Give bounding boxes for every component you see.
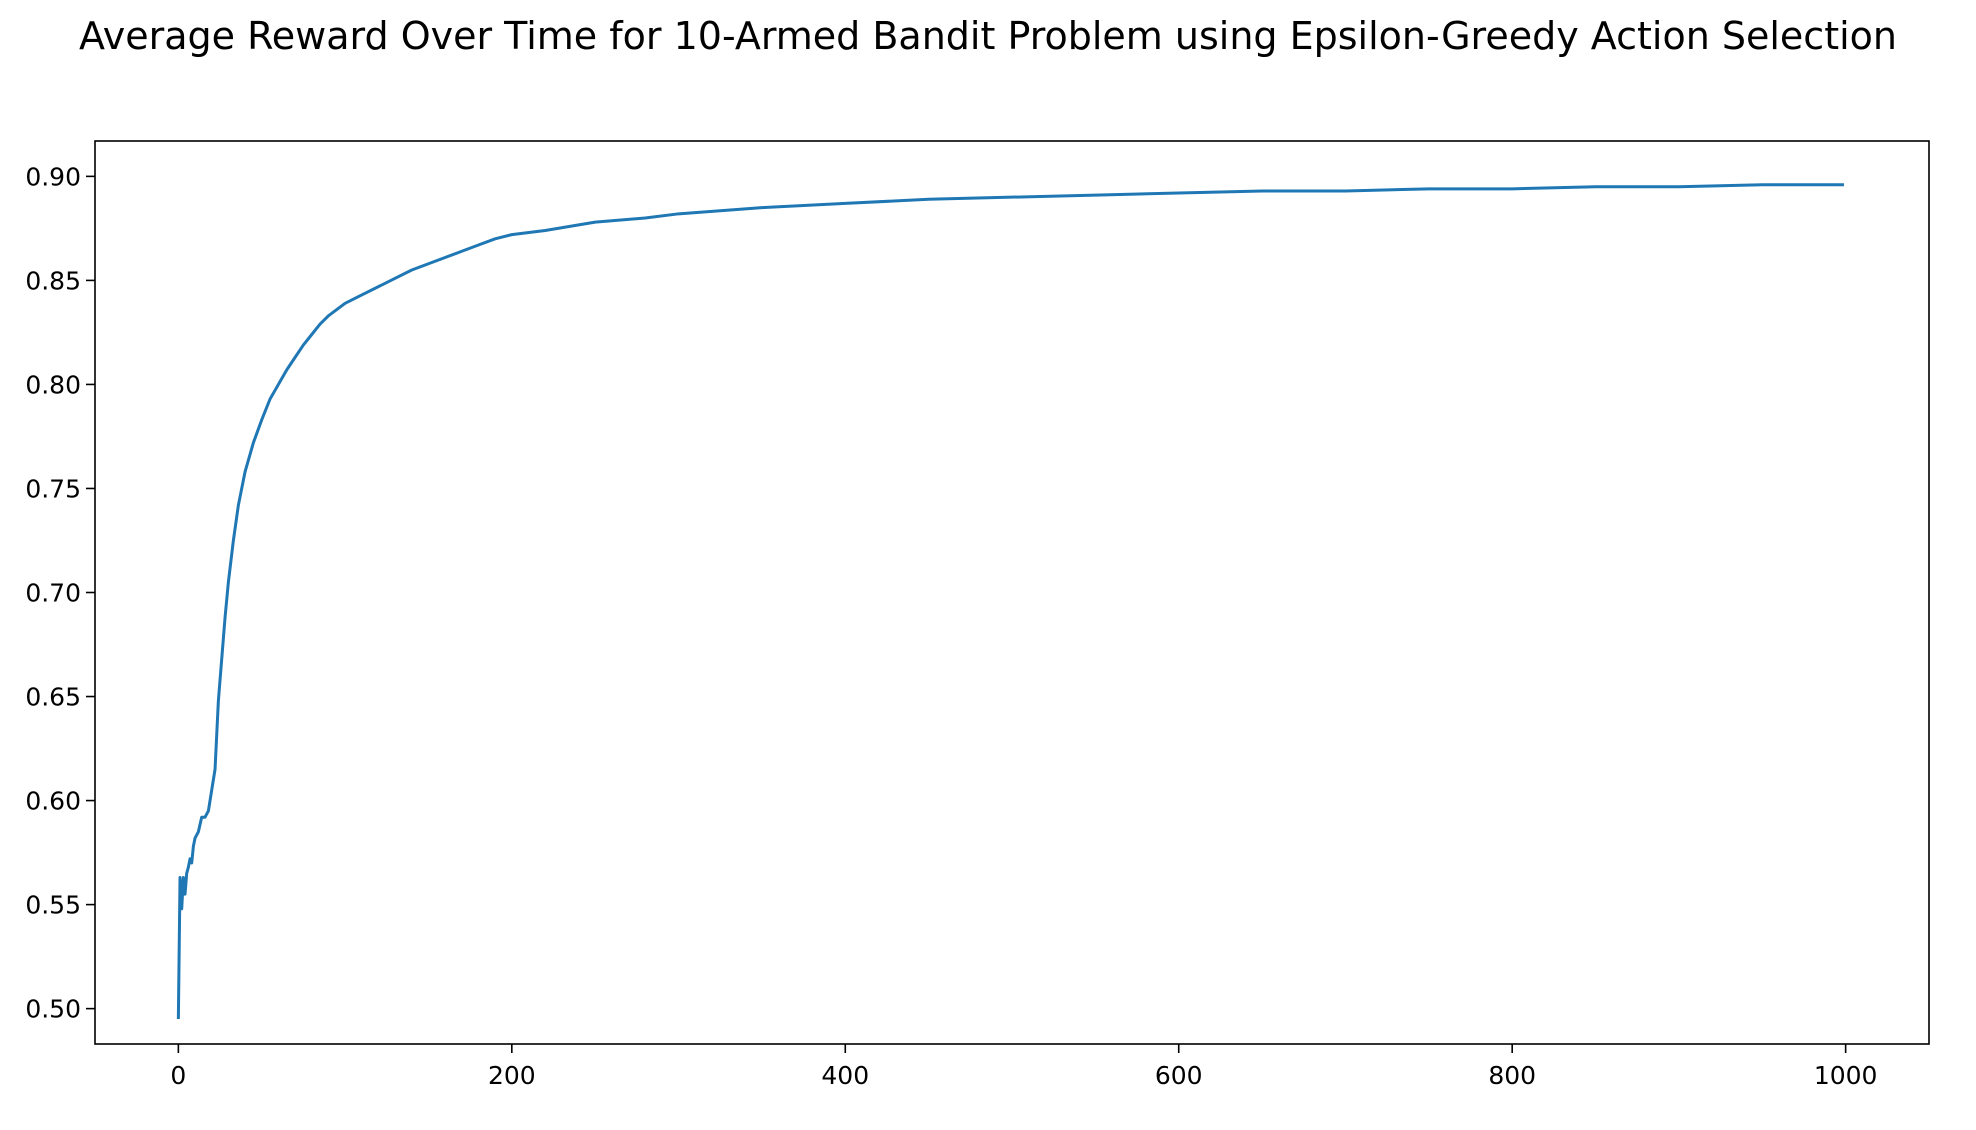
y-tick-label: 0.50: [25, 995, 81, 1024]
y-tick-label: 0.90: [25, 162, 81, 191]
y-tick-label: 0.55: [25, 891, 81, 920]
y-tick-label: 0.60: [25, 787, 81, 816]
y-tick-label: 0.75: [25, 474, 81, 503]
plot-frame: [94, 140, 1930, 1045]
y-tick-label: 0.85: [25, 266, 81, 295]
y-tick-label: 0.80: [25, 370, 81, 399]
x-tick-label: 600: [1155, 1061, 1203, 1090]
x-tick-label: 400: [821, 1061, 869, 1090]
chart-title: Average Reward Over Time for 10-Armed Ba…: [78, 14, 1897, 58]
y-tick-label: 0.65: [25, 683, 81, 712]
x-axis: 0 200 400 600 800 1000: [170, 1044, 1877, 1090]
y-axis: 0.50 0.55 0.60 0.65 0.70 0.75 0.80 0.85 0.90: [25, 162, 95, 1024]
series-layer: [176, 183, 1844, 1020]
y-tick-label: 0.70: [25, 579, 81, 608]
series-line-0: [176, 183, 1844, 1020]
x-tick-label: 0: [170, 1061, 186, 1090]
x-tick-label: 200: [488, 1061, 536, 1090]
x-tick-label: 800: [1488, 1061, 1536, 1090]
x-tick-label: 1000: [1814, 1061, 1878, 1090]
